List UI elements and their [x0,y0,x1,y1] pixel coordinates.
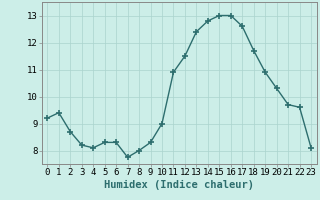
X-axis label: Humidex (Indice chaleur): Humidex (Indice chaleur) [104,180,254,190]
